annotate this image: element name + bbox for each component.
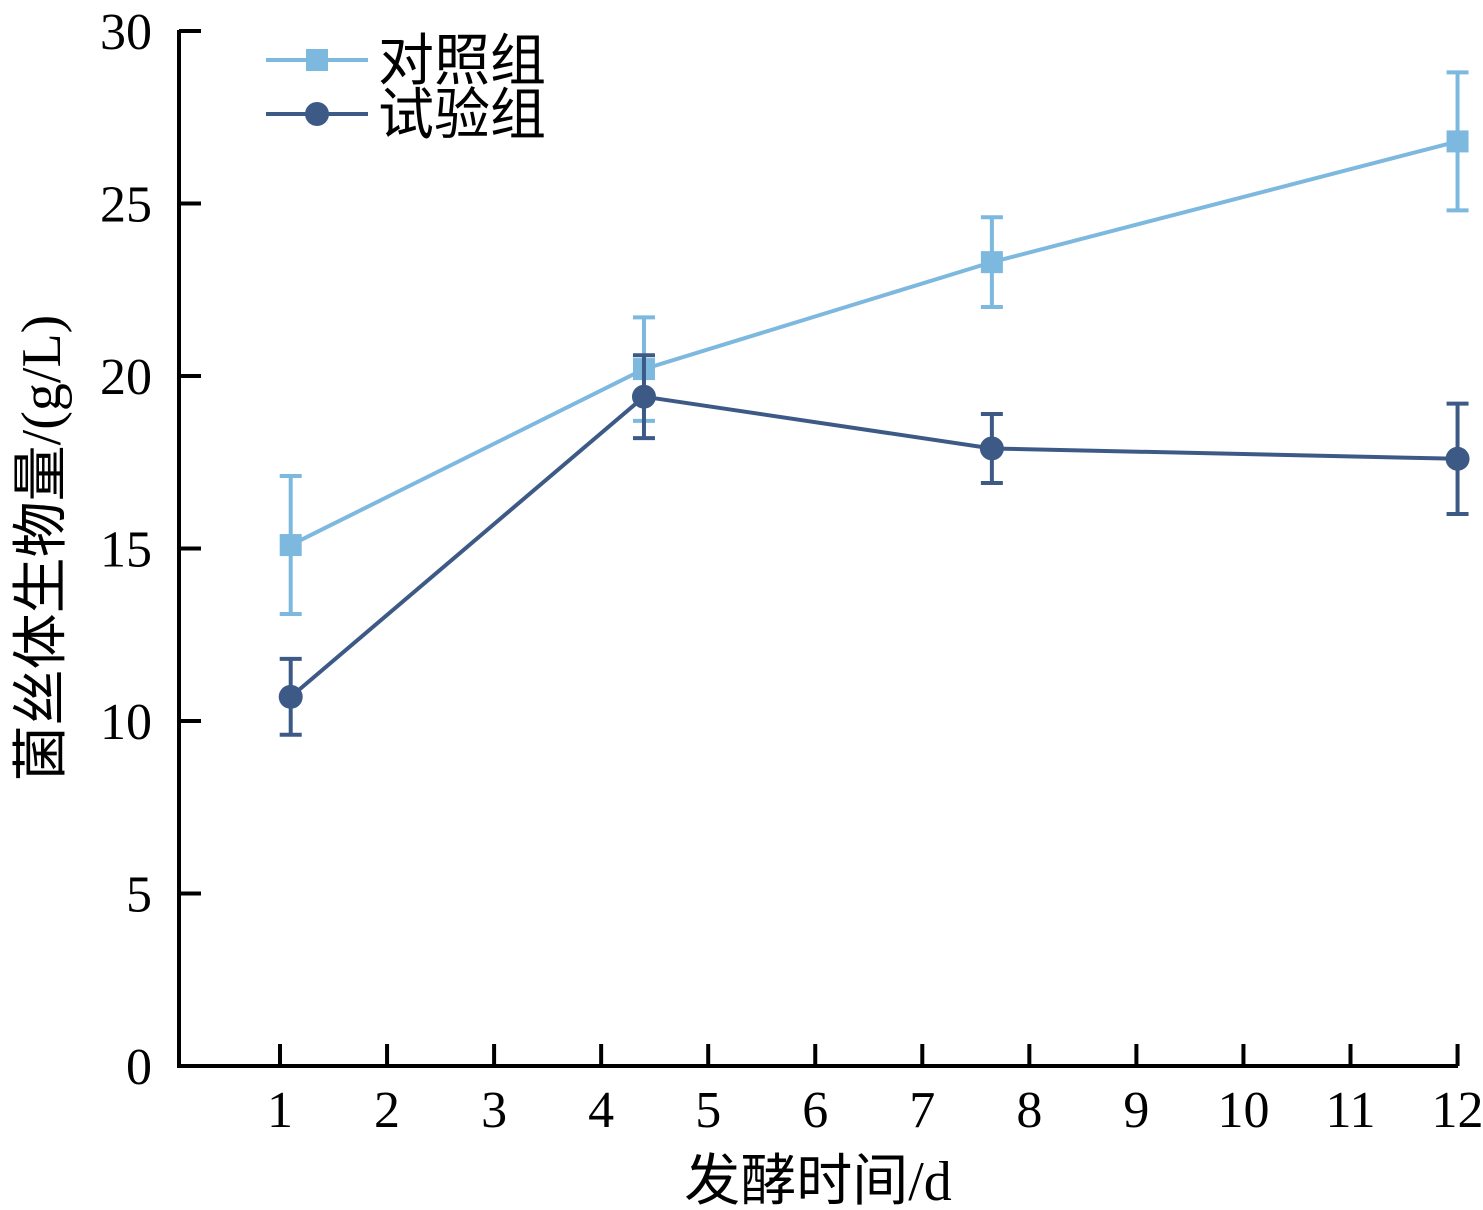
y-tick-label: 10 — [100, 694, 152, 751]
data-point — [979, 436, 1004, 461]
x-tick-label: 4 — [588, 1082, 614, 1139]
x-tick-label: 5 — [695, 1082, 721, 1139]
x-tick-label: 3 — [481, 1082, 507, 1139]
x-ticks: 1 2 3 4 5 6 7 8 9 10 11 12 — [267, 1044, 1483, 1139]
y-tick-label: 25 — [100, 177, 152, 234]
data-point — [279, 534, 302, 557]
data-point — [278, 684, 303, 709]
series-1 — [279, 70, 1469, 617]
x-tick-label: 2 — [374, 1082, 400, 1139]
legend-label: 对照组 — [378, 31, 546, 93]
series-layer — [278, 70, 1470, 737]
x-tick-label: 1 — [267, 1082, 293, 1139]
x-tick-label: 9 — [1123, 1082, 1149, 1139]
x-tick-label: 11 — [1325, 1082, 1375, 1139]
x-tick-label: 6 — [802, 1082, 828, 1139]
y-axis-title: 菌丝体生物量/(g/L) — [11, 315, 73, 782]
series-line — [289, 139, 1459, 547]
y-tick-label: 15 — [100, 522, 152, 579]
data-point — [980, 251, 1003, 274]
x-tick-label: 12 — [1432, 1082, 1483, 1139]
series-2 — [278, 353, 1470, 737]
x-tick-label: 7 — [909, 1082, 935, 1139]
data-point — [631, 384, 656, 409]
x-tick-label: 10 — [1217, 1082, 1269, 1139]
series-line — [289, 394, 1458, 699]
legend-marker — [306, 49, 328, 71]
x-axis-title: 发酵时间/d — [684, 1151, 952, 1210]
y-tick-label: 5 — [126, 867, 152, 924]
y-tick-label: 30 — [100, 4, 152, 61]
data-point — [1446, 130, 1469, 153]
legend-marker — [305, 102, 329, 126]
legend-label: 试验组 — [378, 85, 546, 147]
x-tick-label: 8 — [1016, 1082, 1042, 1139]
y-tick-label: 20 — [100, 349, 152, 406]
data-point — [1445, 446, 1470, 471]
y-tick-label: 0 — [126, 1039, 152, 1096]
y-ticks: 0 5 10 15 20 25 30 — [100, 4, 201, 1096]
axes — [177, 30, 1458, 1068]
